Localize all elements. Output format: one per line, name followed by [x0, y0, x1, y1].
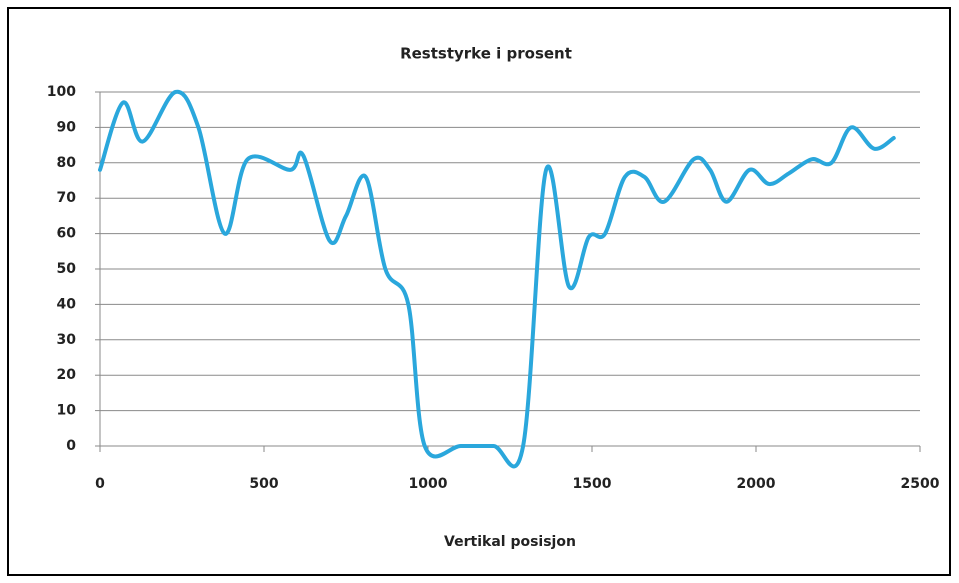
y-tick-label: 100	[47, 84, 76, 100]
y-tick-label: 0	[66, 438, 76, 454]
y-tick-label: 90	[57, 119, 77, 135]
y-tick-label: 10	[57, 403, 77, 419]
x-tick-label: 0	[95, 476, 105, 492]
y-tick-label: 80	[57, 155, 77, 171]
x-tick-label: 1500	[573, 476, 612, 492]
y-tick-label: 40	[57, 296, 77, 312]
y-tick-label: 70	[57, 190, 77, 206]
y-tick-label: 50	[57, 261, 77, 277]
x-tick-label: 500	[249, 476, 278, 492]
chart-border	[7, 7, 951, 576]
chart-title: Reststyrke i prosent	[400, 45, 572, 63]
x-axis-label: Vertikal posisjon	[444, 534, 576, 550]
data-line	[98, 89, 896, 469]
x-tick-label: 1000	[409, 476, 448, 492]
y-tick-label: 30	[57, 332, 77, 348]
x-tick-label: 2500	[901, 476, 940, 492]
x-tick-label: 2000	[737, 476, 776, 492]
y-tick-label: 60	[57, 226, 77, 242]
y-tick-label: 20	[57, 367, 77, 383]
